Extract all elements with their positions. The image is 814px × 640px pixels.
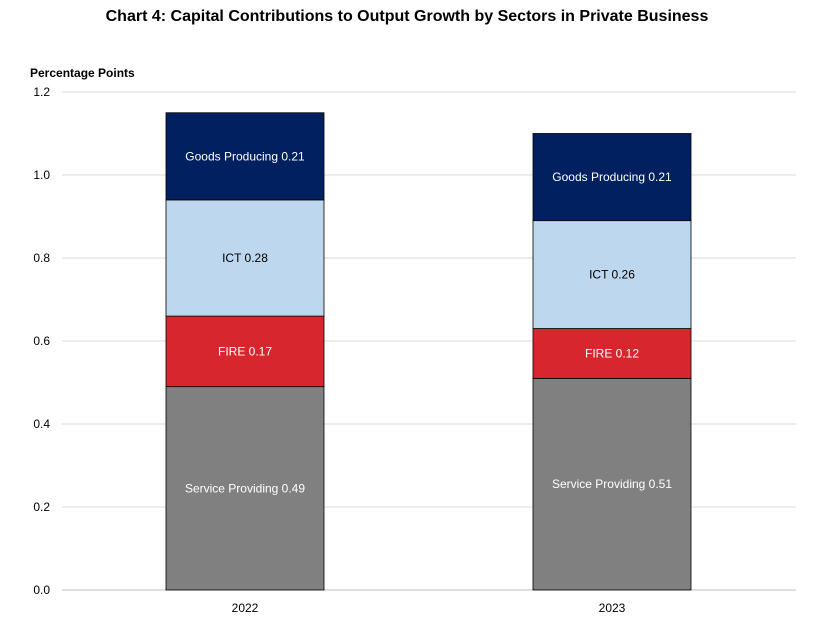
data-label-service-providing: Service Providing 0.51 <box>552 477 672 491</box>
bar-segment-service-providing <box>532 377 692 591</box>
y-tick-label: 1.0 <box>33 168 50 182</box>
x-tick-label: 2022 <box>232 601 259 615</box>
y-tick-label: 1.2 <box>33 85 50 99</box>
data-label-goods-producing: Goods Producing 0.21 <box>552 170 672 184</box>
bar-segment-fire <box>532 328 692 379</box>
y-tick-label: 0.8 <box>33 251 50 265</box>
x-tick-label: 2023 <box>599 601 626 615</box>
data-label-service-providing: Service Providing 0.49 <box>185 481 305 495</box>
data-label-goods-producing: Goods Producing 0.21 <box>185 149 305 163</box>
y-tick-label: 0.4 <box>33 417 50 431</box>
bar-segment-goods-producing <box>165 112 325 201</box>
y-tick-label: 0.0 <box>33 583 50 597</box>
bar-segment-ict <box>532 220 692 329</box>
chart-title: Chart 4: Capital Contributions to Output… <box>105 8 709 25</box>
bar-segment-service-providing <box>165 386 325 591</box>
bar-segment-goods-producing <box>532 133 692 222</box>
y-tick-label: 0.2 <box>33 500 50 514</box>
data-label-ict: ICT 0.26 <box>589 268 635 282</box>
data-label-ict: ICT 0.28 <box>222 251 268 265</box>
data-label-fire: FIRE 0.12 <box>585 346 639 360</box>
y-tick-label: 0.6 <box>33 334 50 348</box>
bar-segment-fire <box>165 315 325 388</box>
data-label-fire: FIRE 0.17 <box>218 344 272 358</box>
y-axis-label: Percentage Points <box>30 66 135 80</box>
